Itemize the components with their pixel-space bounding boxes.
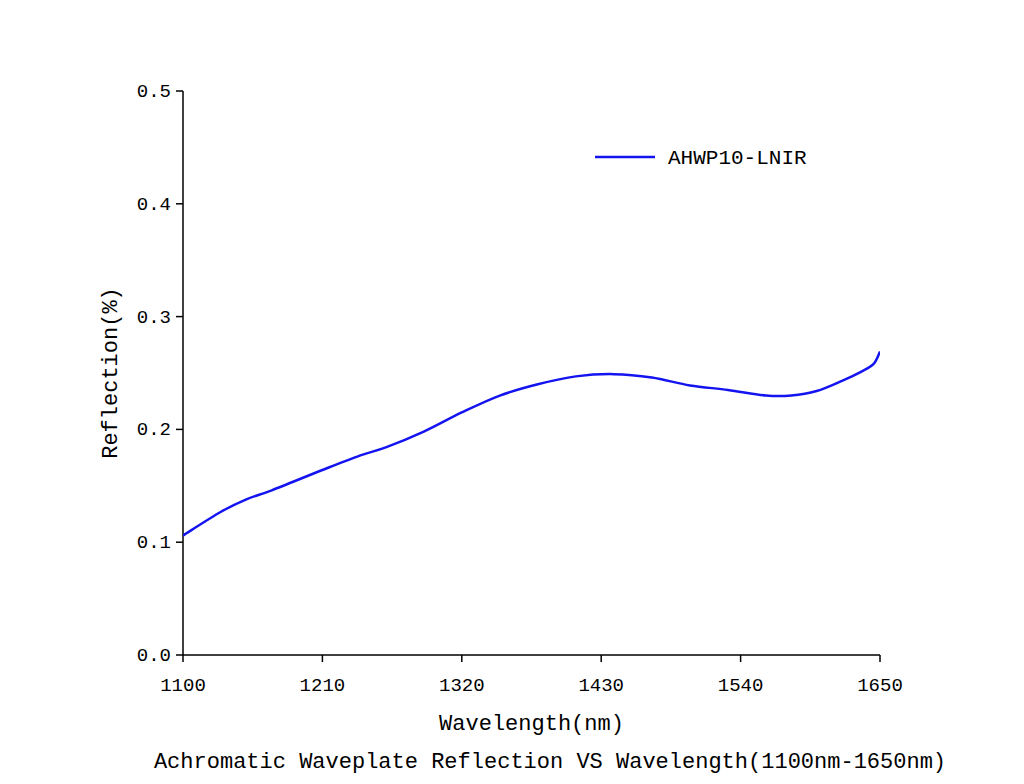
x-tick xyxy=(461,655,463,662)
y-tick-label: 0.5 xyxy=(137,81,171,103)
legend-label: AHWP10-LNIR xyxy=(668,147,807,170)
y-tick-label: 0.4 xyxy=(137,194,171,216)
x-tick xyxy=(182,655,184,662)
y-tick-label: 0.0 xyxy=(137,645,171,667)
x-tick-label: 1320 xyxy=(439,675,485,697)
y-tick xyxy=(176,541,183,543)
legend-swatch xyxy=(595,156,655,159)
y-tick-label: 0.1 xyxy=(137,532,171,554)
x-tick xyxy=(600,655,602,662)
plot-area xyxy=(183,352,880,536)
y-tick-label: 0.2 xyxy=(137,419,171,441)
x-axis-label: Wavelength(nm) xyxy=(439,712,624,737)
y-tick xyxy=(176,203,183,205)
chart: 0.0 0.1 0.2 0.3 0.4 0.5 1100 1210 1320 1430 1540 16… xyxy=(0,0,1024,784)
x-tick-label: 1540 xyxy=(718,675,764,697)
x-tick-label: 1650 xyxy=(857,675,903,697)
chart-title: Achromatic Waveplate Reflection VS Wavel… xyxy=(154,750,946,775)
y-axis-label: Reflection(%) xyxy=(99,287,124,459)
x-tick-label: 1430 xyxy=(578,675,624,697)
y-tick-label: 0.3 xyxy=(137,307,171,329)
y-tick xyxy=(176,90,183,92)
x-tick xyxy=(879,655,881,662)
y-tick xyxy=(176,316,183,318)
y-tick xyxy=(176,429,183,431)
x-tick xyxy=(740,655,742,662)
x-axis-line xyxy=(183,654,880,656)
y-axis-line xyxy=(182,91,184,655)
y-tick xyxy=(176,654,183,656)
series-line xyxy=(183,352,880,536)
x-tick-label: 1100 xyxy=(160,675,206,697)
x-tick xyxy=(322,655,324,662)
x-tick-label: 1210 xyxy=(300,675,346,697)
